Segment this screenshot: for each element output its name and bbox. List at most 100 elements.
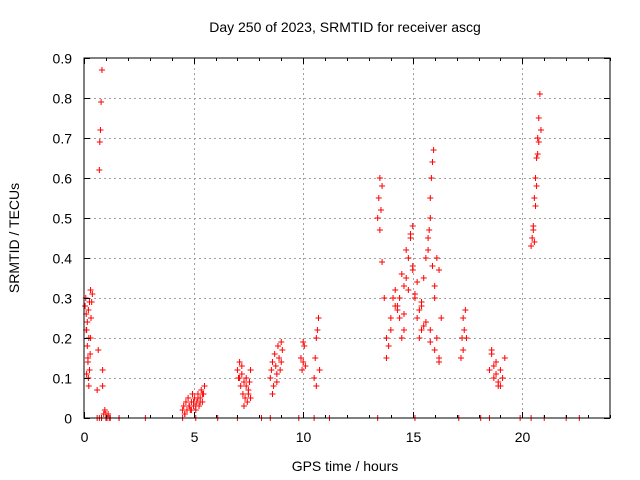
data-point (405, 255, 412, 261)
data-point (247, 367, 254, 373)
data-point (387, 327, 394, 333)
data-point (381, 295, 388, 301)
data-point (245, 391, 252, 397)
data-point (396, 295, 403, 301)
data-point (239, 391, 246, 397)
data-point (315, 315, 322, 321)
data-point (429, 263, 436, 269)
data-point (101, 407, 108, 413)
data-point (420, 323, 427, 329)
data-point (185, 395, 192, 401)
data-point (180, 403, 187, 409)
data-point (311, 375, 318, 381)
data-point (531, 239, 538, 245)
data-point (267, 375, 274, 381)
x-tick-label: 5 (191, 429, 199, 445)
data-point (414, 279, 421, 285)
y-tick-label: 0.6 (53, 171, 73, 187)
data-point (269, 391, 276, 397)
x-tick-label: 10 (296, 429, 312, 445)
data-point (105, 411, 112, 417)
data-point (416, 307, 423, 313)
data-point (299, 367, 306, 373)
data-point (379, 259, 386, 265)
data-point (398, 271, 405, 277)
data-point (495, 379, 502, 385)
data-point (392, 287, 399, 293)
data-point (237, 383, 244, 389)
data-point (236, 375, 243, 381)
data-point (244, 399, 251, 405)
data-point (425, 247, 432, 253)
data-point (240, 403, 247, 409)
data-point (501, 355, 508, 361)
data-point (436, 359, 443, 365)
data-point (529, 235, 536, 241)
data-point (379, 183, 386, 189)
data-point (463, 335, 470, 341)
data-point (533, 183, 540, 189)
data-point (392, 303, 399, 309)
data-point (314, 327, 321, 333)
y-axis-label: SRMTID / TECUs (6, 183, 22, 293)
y-tick-label: 0.9 (53, 51, 73, 67)
data-point (537, 127, 544, 133)
data-point (85, 307, 92, 313)
data-point (313, 335, 320, 341)
data-point (302, 363, 309, 369)
data-point (462, 307, 469, 313)
data-point (297, 355, 304, 361)
data-point (531, 195, 538, 201)
data-point (427, 327, 434, 333)
data-point (84, 355, 91, 361)
y-tick-label: 0.2 (53, 331, 73, 347)
data-point (383, 335, 390, 341)
data-point (431, 347, 438, 353)
y-tick-label: 0 (64, 411, 72, 427)
data-point (271, 351, 278, 357)
data-point (312, 355, 319, 361)
data-point (422, 255, 429, 261)
data-point (269, 359, 276, 365)
data-point (270, 383, 277, 389)
data-point (82, 303, 89, 309)
data-point (387, 315, 394, 321)
y-tick-label: 0.4 (53, 251, 73, 267)
data-point (94, 387, 101, 393)
data-point (273, 379, 280, 385)
data-point (433, 335, 440, 341)
data-point (486, 367, 493, 373)
y-tick-label: 0.7 (53, 131, 73, 147)
data-point (493, 371, 500, 377)
data-point (433, 255, 440, 261)
data-point (87, 287, 94, 293)
data-point (422, 319, 429, 325)
data-point (272, 363, 279, 369)
data-point (181, 411, 188, 417)
data-point (238, 363, 245, 369)
data-point (300, 359, 307, 365)
data-point (490, 375, 497, 381)
data-point (390, 295, 397, 301)
data-point (86, 367, 93, 373)
data-point (198, 387, 205, 393)
y-tick-label: 0.5 (53, 211, 73, 227)
data-point (240, 379, 247, 385)
data-point (497, 383, 504, 389)
data-point (385, 343, 392, 349)
data-point (375, 195, 382, 201)
data-point (192, 403, 199, 409)
data-point (461, 327, 468, 333)
data-point (189, 391, 196, 397)
data-point (273, 371, 280, 377)
data-point (431, 295, 438, 301)
x-tick-label: 15 (406, 429, 422, 445)
data-point (186, 403, 193, 409)
data-point (407, 231, 414, 237)
data-point (535, 139, 542, 145)
data-point (274, 343, 281, 349)
data-point (197, 399, 204, 405)
data-point (87, 351, 94, 357)
data-point (493, 359, 500, 365)
data-point (457, 355, 464, 361)
